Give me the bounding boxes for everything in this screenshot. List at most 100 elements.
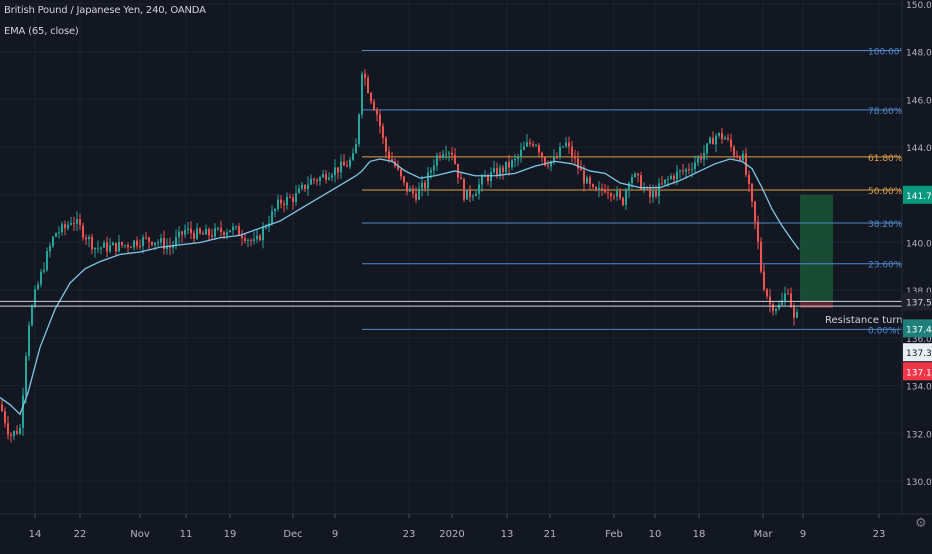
price-badge-label: 137.183 [906,368,932,378]
candle-body [436,155,438,166]
candle-body [148,237,150,242]
candle-body [31,306,33,326]
candle-body [664,179,666,184]
candle-body [382,126,384,138]
candle-body [301,184,303,189]
fib-level-label: 38.20%(140.82 [868,220,932,230]
candle-body [337,167,339,173]
y-tick-label: 134.000 [906,383,932,393]
candle-body [247,240,249,242]
candle-body [388,151,390,160]
price-badge[interactable] [903,185,932,204]
candle-body [796,311,798,318]
candle-body [310,178,312,185]
candle-body [499,167,501,177]
y-tick-label: 144.000 [906,144,932,154]
candle-body [130,247,132,249]
candle-body [118,241,120,252]
candle-body [19,427,21,434]
candle-body [772,304,774,312]
candle-body [109,245,111,252]
candle-body [565,142,567,147]
price-badge-label: 137.481 [906,325,932,335]
candle-body [100,247,102,249]
position-loss-zone[interactable] [800,302,833,309]
price-badge[interactable] [903,319,932,338]
candle-body [667,178,669,180]
candle-body [280,199,282,204]
ema-line[interactable] [0,158,800,416]
candle-body [343,161,345,166]
candle-body [313,178,315,180]
candle-body [730,139,732,148]
candle-body [616,191,618,197]
indicator-label[interactable]: EMA (65, close) [4,26,79,37]
candle-body [16,430,18,434]
candle-body [676,171,678,180]
candle-body [481,176,483,185]
fib-level-label: 100.00%(148.0 [868,48,932,58]
candle-body [751,183,753,202]
candle-body [445,153,447,155]
candle-body [106,242,108,252]
symbol-title[interactable]: British Pound / Japanese Yen, 240, OANDA [4,5,206,16]
y-tick-label: 140.000 [906,240,932,250]
candle-body [262,226,264,241]
gear-icon[interactable]: ⚙ [915,516,927,531]
x-tick-label: 14 [29,529,42,540]
price-badge[interactable] [903,343,932,362]
fib-level-label: 23.60%(139.11 [868,261,932,271]
candle-body [709,137,711,144]
candle-body [232,226,234,231]
y-tick-label: 150.000 [906,1,932,11]
x-tick-label: 23 [403,529,416,540]
candle-body [319,177,321,182]
candle-body [157,242,159,244]
time-axis[interactable] [0,514,902,550]
candle-body [784,293,786,301]
candle-body [706,143,708,154]
x-tick-label: Mar [754,529,774,540]
candle-body [43,269,45,272]
y-tick-label: 148.000 [906,49,932,59]
candle-body [454,154,456,164]
candle-body [94,247,96,250]
candle-body [121,241,123,246]
x-tick-label: 23 [873,529,886,540]
candle-body [562,146,564,148]
candle-body [256,235,258,240]
candle-body [418,188,420,200]
candle-body [364,73,366,78]
candle-body [529,142,531,144]
candle-body [298,188,300,194]
price-badge[interactable] [903,362,932,381]
candle-body [715,135,717,145]
annotation-text: Resistance turned support [825,315,932,326]
candle-body [115,242,117,252]
candle-body [670,175,672,179]
candle-body [625,190,627,205]
candle-body [406,182,408,192]
candle-body [517,156,519,159]
position-profit-zone[interactable] [800,194,833,303]
candle-body [598,187,600,191]
fib-level-label: 78.60%(145.56 [868,107,932,117]
candle-body [775,308,777,312]
price-axis[interactable] [902,0,932,550]
candle-body [700,157,702,160]
price-badge[interactable] [903,292,932,311]
candle-body [490,172,492,182]
candle-body [736,155,738,158]
candle-body [58,232,60,234]
candle-body [241,235,243,239]
candle-body [28,325,30,357]
candle-body [340,161,342,173]
candle-body [451,152,453,155]
candle-body [661,183,663,185]
candle-body [328,177,330,180]
candle-body [196,228,198,239]
candle-body [637,173,639,176]
y-tick-label: 136.000 [906,335,932,345]
